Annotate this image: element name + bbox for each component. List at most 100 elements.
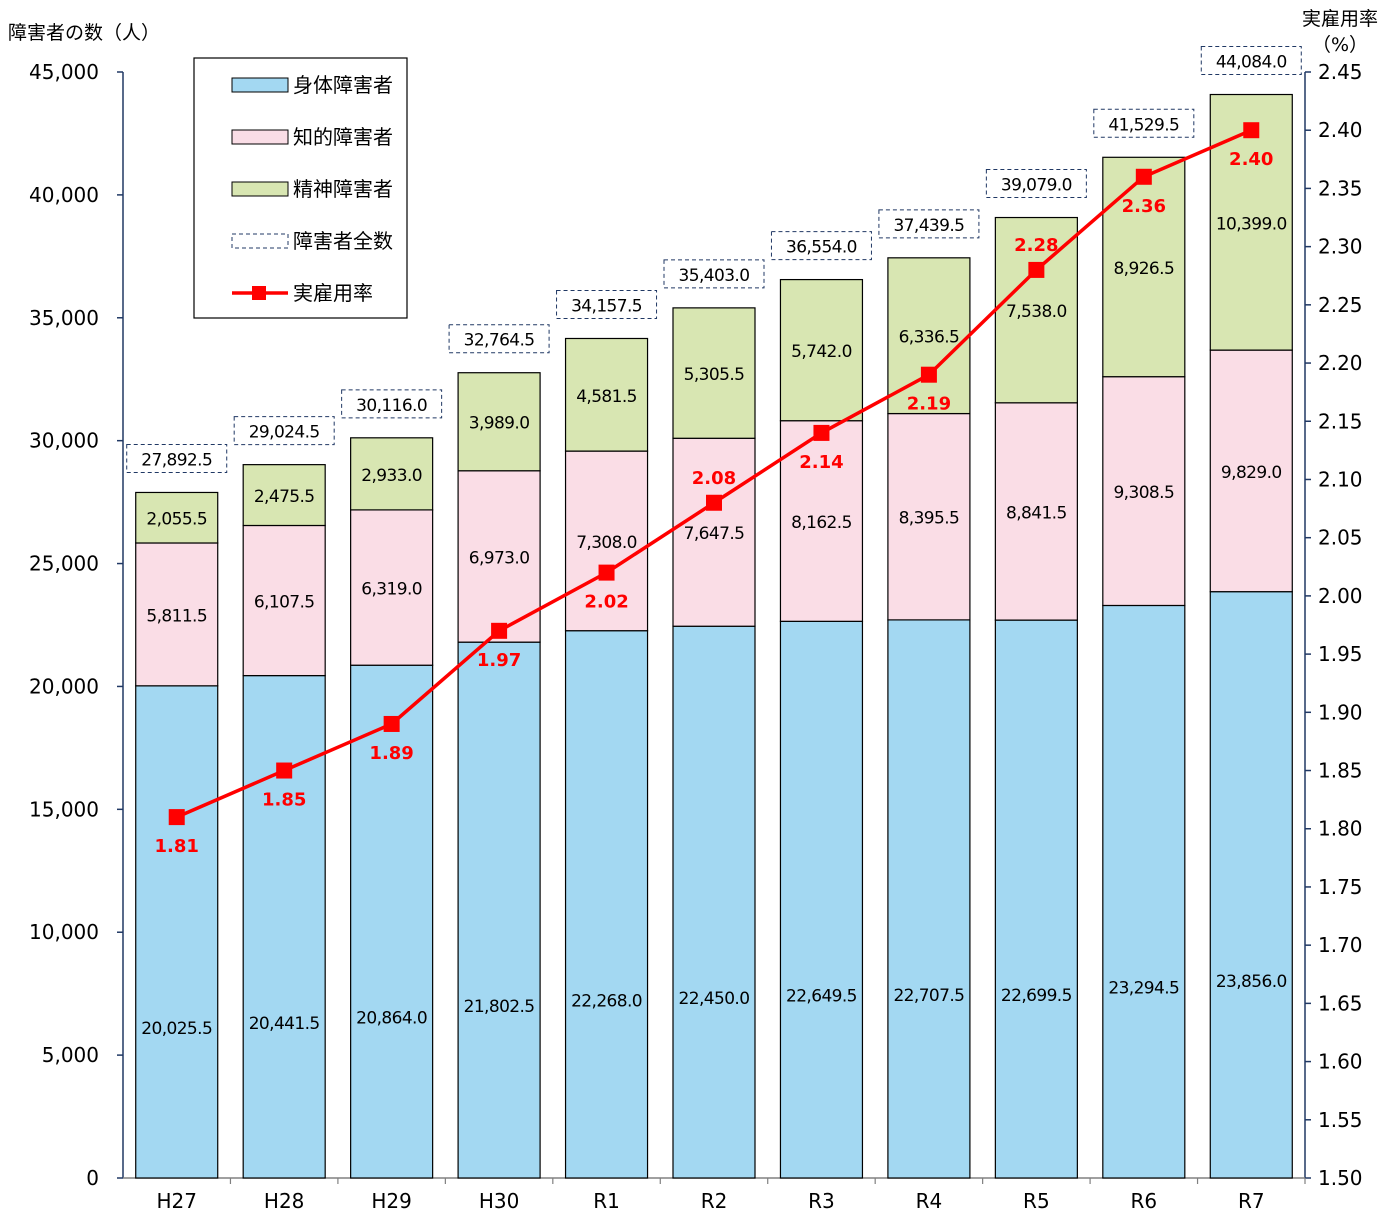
bar-value-label-series-2: 7,308.0	[576, 533, 637, 553]
bar-segment-series-1	[994, 619, 1078, 1179]
x-axis-label: R3	[808, 1189, 835, 1213]
right-axis-tick-label: 2.25	[1318, 293, 1363, 317]
bar-value-label-series-3: 4,581.5	[576, 387, 637, 407]
total-label-box	[448, 324, 550, 354]
total-value-label: 37,439.5	[893, 216, 964, 236]
bar-value-label-series-1: 21,802.5	[464, 997, 535, 1017]
x-axis-label: R1	[593, 1189, 620, 1213]
bar-value-label-series-1: 23,856.0	[1216, 972, 1287, 992]
right-axis-title-line1: 実雇用率	[1302, 8, 1379, 30]
x-axis-label: H30	[479, 1189, 520, 1213]
right-axis-tick-label: 2.15	[1318, 409, 1363, 433]
total-value-label: 36,554.0	[786, 238, 857, 258]
legend-item-totals-swatch	[231, 233, 289, 249]
bar-segment-series-1	[1209, 591, 1293, 1179]
legend-item-series-1-label: 身体障害者	[293, 73, 393, 97]
rate-value-label: 2.28	[1014, 235, 1058, 256]
left-axis-tick-label: 0	[86, 1166, 99, 1190]
total-label-box	[233, 416, 335, 446]
bar-value-label-series-3: 6,336.5	[899, 328, 960, 348]
rate-marker	[276, 762, 293, 779]
right-axis-tick-label: 2.10	[1318, 467, 1363, 491]
legend-item-series-2-label: 知的障害者	[293, 125, 393, 149]
right-axis-title-line2: （%）	[1312, 34, 1369, 56]
right-axis-tick-label: 1.65	[1318, 991, 1363, 1015]
bar-value-label-series-3: 3,989.0	[469, 414, 530, 434]
total-value-label: 44,084.0	[1216, 53, 1287, 73]
rate-marker	[706, 494, 722, 511]
bar-value-label-series-1: 23,294.5	[1108, 979, 1179, 999]
bar-segment-series-3	[350, 437, 434, 511]
bar-segment-series-1	[672, 625, 756, 1179]
rate-value-label: 1.89	[369, 743, 413, 764]
bar-segment-series-1	[135, 685, 219, 1179]
right-axis-tick-label: 1.90	[1318, 700, 1363, 724]
legend-item-rate-label: 実雇用率	[293, 281, 373, 305]
bar-value-label-series-2: 9,308.5	[1113, 483, 1174, 503]
right-axis-tick-label: 2.05	[1318, 526, 1363, 550]
legend-item-rate-marker	[252, 286, 266, 300]
bar-value-label-series-2: 6,973.0	[469, 548, 530, 568]
total-label-box	[341, 389, 443, 419]
bar-value-label-series-2: 8,395.5	[899, 509, 960, 529]
bar-value-label-series-1: 20,025.5	[141, 1019, 212, 1039]
bar-value-label-series-2: 8,841.5	[1006, 503, 1067, 523]
rate-value-label: 1.97	[477, 650, 521, 671]
bar-value-label-series-2: 5,811.5	[146, 606, 207, 626]
right-axis-tick-label: 1.50	[1318, 1166, 1363, 1190]
right-axis-tick-label: 2.20	[1318, 351, 1363, 375]
right-axis-tick-label: 2.00	[1318, 584, 1363, 608]
total-value-label: 34,157.5	[571, 296, 642, 316]
bar-segment-series-1	[457, 641, 541, 1179]
left-axis-tick-label: 35,000	[29, 306, 99, 330]
bar-value-label-series-3: 8,926.5	[1113, 259, 1174, 279]
left-axis-title: 障害者の数（人）	[8, 22, 161, 44]
legend-item-series-3-label: 精神障害者	[293, 177, 393, 201]
rate-marker	[1135, 168, 1152, 185]
right-axis-tick-label: 1.75	[1318, 875, 1363, 899]
rate-marker	[813, 424, 830, 441]
rate-value-label: 1.85	[262, 790, 306, 811]
bar-value-label-series-2: 9,829.0	[1221, 463, 1282, 483]
bar-segment-series-3	[779, 278, 864, 422]
right-axis-tick-label: 2.30	[1318, 235, 1363, 259]
right-axis-tick-label: 2.35	[1318, 176, 1363, 200]
bar-segment-series-2	[994, 402, 1078, 621]
legend-item-series-2-swatch	[231, 129, 289, 145]
bar-value-label-series-3: 5,742.0	[791, 342, 852, 362]
rate-value-label: 2.02	[584, 592, 628, 613]
total-value-label: 29,024.5	[249, 423, 320, 443]
rate-value-label: 2.08	[692, 468, 736, 489]
bar-value-label-series-1: 22,268.0	[571, 991, 642, 1011]
bar-value-label-series-2: 7,647.5	[684, 524, 745, 544]
total-label-box	[663, 259, 765, 289]
right-axis-tick-label: 2.40	[1318, 118, 1363, 142]
bar-value-label-series-2: 6,319.0	[361, 580, 422, 600]
bar-segment-series-2	[1102, 376, 1186, 607]
bar-segment-series-1	[779, 620, 864, 1179]
rate-value-label: 2.19	[907, 394, 951, 415]
x-axis-label: H27	[156, 1189, 197, 1213]
bar-segment-series-3	[564, 337, 649, 452]
left-axis-tick-label: 20,000	[29, 674, 99, 698]
x-axis-label: R2	[701, 1189, 728, 1213]
total-label-box	[985, 169, 1087, 199]
legend-item-series-3-swatch	[231, 181, 289, 197]
bar-value-label-series-3: 10,399.0	[1216, 214, 1287, 234]
bar-segment-series-1	[1102, 604, 1186, 1179]
left-axis-tick-label: 10,000	[29, 920, 99, 944]
bar-segment-series-3	[242, 464, 326, 527]
x-axis-label: H28	[264, 1189, 305, 1213]
bar-value-label-series-1: 22,450.0	[679, 989, 750, 1009]
bar-value-label-series-1: 20,864.0	[356, 1009, 427, 1029]
bar-segment-series-1	[350, 664, 434, 1179]
bar-segment-series-1	[242, 674, 326, 1179]
bar-segment-series-1	[564, 630, 649, 1179]
total-value-label: 39,079.0	[1001, 176, 1072, 196]
total-label-box	[878, 209, 980, 239]
x-axis-label: R4	[916, 1189, 943, 1213]
total-label-box	[126, 443, 228, 473]
left-axis-tick-label: 45,000	[29, 60, 99, 84]
rate-marker	[383, 715, 400, 732]
rate-marker	[598, 564, 615, 581]
